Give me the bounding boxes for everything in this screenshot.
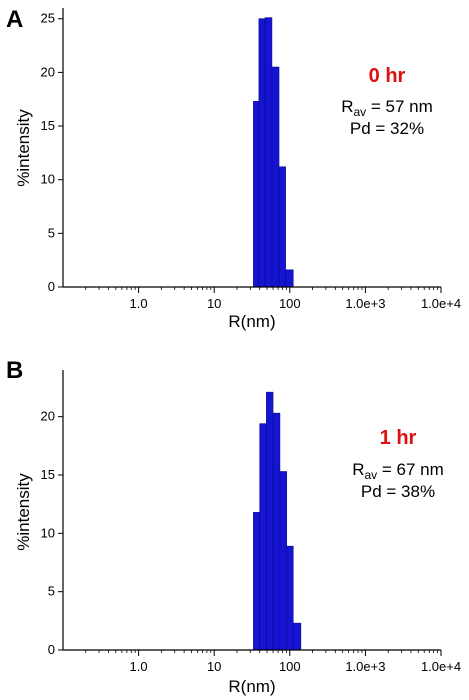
x-tick-label: 100 xyxy=(279,296,301,311)
histogram-bar xyxy=(285,269,294,288)
y-tick-label: 15 xyxy=(41,118,55,133)
rav-symbol: R xyxy=(341,97,353,116)
rav-subscript: av xyxy=(364,468,377,482)
y-axis-title: %intensity xyxy=(14,473,33,551)
y-tick-label: 15 xyxy=(41,467,55,482)
y-axis-title: %intensity xyxy=(14,109,33,187)
x-tick-label: 1.0e+3 xyxy=(345,659,385,674)
panel-a: 0 5 10 15 20 25 1.0 10 100 1.0e+3 1.0e+4 R(nm) %inte… xyxy=(6,6,461,331)
histogram-bar xyxy=(271,66,280,288)
panel-letter: A xyxy=(6,6,23,33)
histogram-bar xyxy=(266,391,274,651)
rav-value: = 57 nm xyxy=(366,97,433,116)
x-tick-label: 1.0 xyxy=(130,659,148,674)
time-annotation: 0 hr xyxy=(369,65,406,87)
x-tick-label: 10 xyxy=(207,659,221,674)
x-tick-label: 100 xyxy=(279,659,301,674)
histogram-bar xyxy=(272,412,281,651)
x-tick-label: 1.0 xyxy=(130,296,148,311)
histogram-bar xyxy=(258,18,266,288)
x-tick-label: 1.0e+4 xyxy=(421,296,461,311)
y-tick-label: 20 xyxy=(41,64,55,79)
histogram-bar xyxy=(286,545,294,651)
panel-b: 0 5 10 15 20 1.0 10 100 1.0e+3 1.0e+4 R(nm) %intens… xyxy=(6,357,461,696)
histogram-bar xyxy=(279,471,288,651)
y-tick-label: 10 xyxy=(41,525,55,540)
pd-annotation: Pd = 38% xyxy=(361,482,435,501)
histogram-bar xyxy=(278,166,286,288)
y-tick-label: 0 xyxy=(48,642,55,657)
panel-letter: B xyxy=(6,357,23,384)
rav-value: = 67 nm xyxy=(377,460,444,479)
y-tick-label: 20 xyxy=(41,409,55,424)
y-tick-label: 5 xyxy=(48,584,55,599)
x-tick-label: 10 xyxy=(207,296,221,311)
x-axis-title: R(nm) xyxy=(228,677,275,696)
y-tick-label: 0 xyxy=(48,279,55,294)
x-tick-label: 1.0e+3 xyxy=(345,296,385,311)
histogram-bar xyxy=(264,17,273,288)
rav-annotation: Rav = 67 nm xyxy=(352,460,444,482)
time-annotation: 1 hr xyxy=(380,427,417,449)
pd-annotation: Pd = 32% xyxy=(350,119,424,138)
histogram-bar xyxy=(259,423,267,651)
histogram-bar xyxy=(253,101,260,288)
rav-annotation: Rav = 57 nm xyxy=(341,97,433,119)
x-axis-title: R(nm) xyxy=(228,312,275,331)
y-tick-label: 5 xyxy=(48,225,55,240)
y-tick-label: 10 xyxy=(41,172,55,187)
y-tick-label: 25 xyxy=(41,11,55,26)
histogram-bar xyxy=(253,512,261,651)
rav-symbol: R xyxy=(352,460,364,479)
histogram-bar xyxy=(292,622,302,651)
rav-subscript: av xyxy=(353,105,366,119)
x-tick-label: 1.0e+4 xyxy=(421,659,461,674)
